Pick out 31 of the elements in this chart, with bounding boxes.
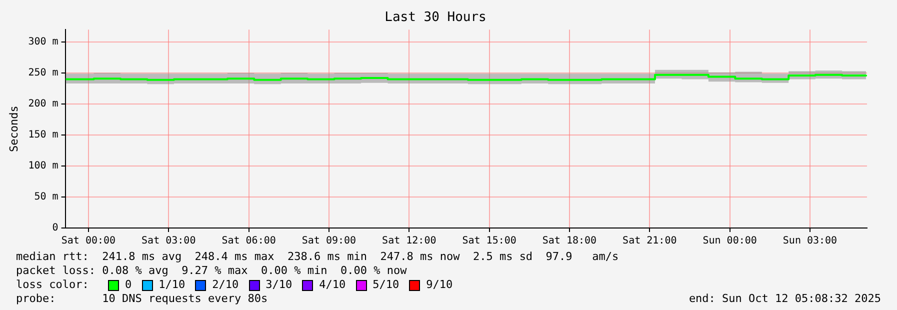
y-tick-label: 300 m xyxy=(28,36,58,48)
text: 0 xyxy=(125,278,132,292)
text: probe: 10 DNS requests every 80s xyxy=(16,292,268,306)
x-tick-label: Sat 21:00 xyxy=(622,236,677,247)
text: packet loss: 0.08 % avg 9.27 % max 0.00 % min 0.00 % now xyxy=(16,264,408,278)
text: loss color: xyxy=(16,278,90,292)
y-tick-label: 50 m xyxy=(34,192,58,203)
text: end: Sun Oct 12 05:08:32 2025 xyxy=(688,292,881,306)
x-tick-label: Sat 00:00 xyxy=(61,236,116,247)
x-tick-label: Sat 03:00 xyxy=(142,236,196,247)
text: 1/10 xyxy=(158,278,186,292)
x-tick-label: Sun 03:00 xyxy=(782,236,838,247)
x-tick-label: Sat 06:00 xyxy=(222,236,276,247)
chart-title: Last 30 Hours xyxy=(384,10,486,26)
text: median rtt: 241.8 ms avg 248.4 ms max 238.6 ms min 247.8 ms now 2.5 ms sd 97.9 am/s xyxy=(16,250,620,264)
text: 3/10 xyxy=(266,278,292,292)
text: 4/10 xyxy=(319,278,346,292)
y-tick-label: 150 m xyxy=(28,130,58,141)
y-axis-title: Seconds xyxy=(7,106,20,152)
y-tick-label: 200 m xyxy=(28,98,58,110)
x-tick-label: Sat 09:00 xyxy=(302,236,356,247)
x-tick-label: Sat 15:00 xyxy=(462,236,516,247)
x-tick-label: Sat 18:00 xyxy=(542,236,597,247)
y-tick-label: 0 xyxy=(52,222,58,234)
x-tick-label: Sat 12:00 xyxy=(382,236,436,247)
text: 2/10 xyxy=(212,278,239,292)
y-tick-label: 250 m xyxy=(28,68,58,79)
text: 9/10 xyxy=(426,278,453,292)
x-tick-label: Sun 00:00 xyxy=(702,236,757,247)
y-tick-label: 100 m xyxy=(28,160,58,172)
text: 5/10 xyxy=(372,278,400,292)
